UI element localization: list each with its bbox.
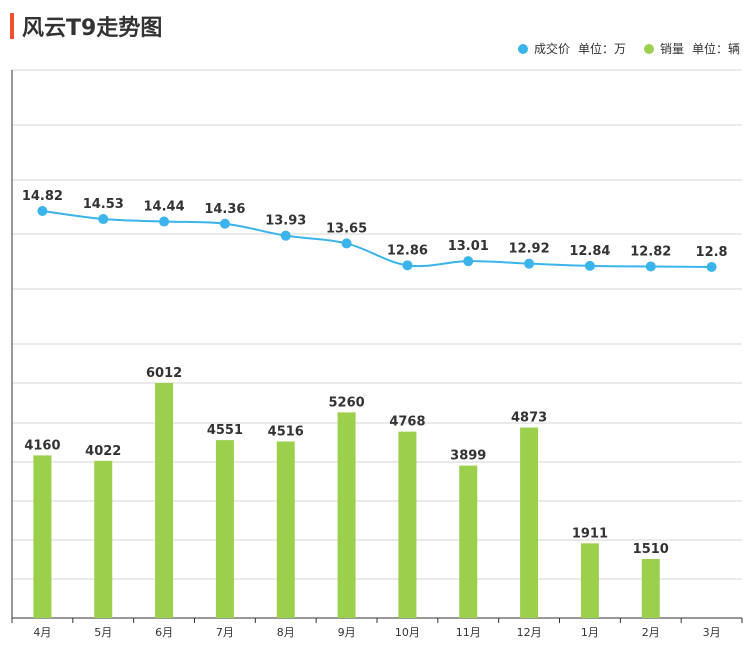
sales-value-label: 4160 <box>24 438 60 453</box>
sales-bar[interactable] <box>215 440 234 618</box>
sales-bar[interactable] <box>337 412 356 618</box>
price-point[interactable] <box>98 214 109 225</box>
x-tick-label: 8月 <box>277 626 295 639</box>
title-accent-bar <box>10 13 14 39</box>
price-value-label: 13.93 <box>265 214 306 229</box>
x-tick-label: 5月 <box>94 626 112 639</box>
x-tick-label: 12月 <box>517 626 542 639</box>
price-value-label: 14.82 <box>22 189 63 204</box>
price-value-label: 14.44 <box>144 200 185 215</box>
sales-bar[interactable] <box>155 383 174 618</box>
sales-bar[interactable] <box>398 431 417 618</box>
sales-value-label: 4516 <box>268 424 304 439</box>
legend-label-sales: 销量 <box>659 42 684 56</box>
sales-bar[interactable] <box>520 427 539 618</box>
x-tick-label: 11月 <box>456 626 481 639</box>
legend-label-price: 成交价 <box>533 42 570 56</box>
legend-item-sales[interactable]: 销量 单位：辆 <box>643 40 740 57</box>
price-value-label: 14.36 <box>204 202 245 217</box>
price-point[interactable] <box>463 256 474 267</box>
price-value-label: 13.01 <box>448 239 489 254</box>
legend: 成交价 单位：万 销量 单位：辆 <box>500 40 740 57</box>
legend-unit-sales: 单位：辆 <box>691 42 740 56</box>
sales-value-label: 4873 <box>511 411 547 426</box>
chart-title: 风云T9走势图 <box>22 16 163 41</box>
sales-value-label: 4768 <box>389 415 425 430</box>
price-point[interactable] <box>524 258 535 269</box>
sales-value-label: 6012 <box>146 366 182 381</box>
sales-value-label: 1510 <box>633 542 669 557</box>
legend-dot-price-icon <box>517 43 528 54</box>
sales-value-label: 3899 <box>450 449 486 464</box>
price-point[interactable] <box>645 261 656 272</box>
price-point[interactable] <box>37 206 48 216</box>
x-tick-label: 4月 <box>33 626 51 639</box>
x-tick-label: 2月 <box>642 626 660 639</box>
price-point[interactable] <box>280 230 291 241</box>
sales-bar[interactable] <box>33 455 52 618</box>
x-tick-label: 9月 <box>338 626 356 639</box>
legend-dot-sales-icon <box>643 43 654 54</box>
price-point[interactable] <box>159 216 170 227</box>
sales-value-label: 4022 <box>85 444 121 459</box>
price-point[interactable] <box>219 218 230 229</box>
sales-bar[interactable] <box>276 441 295 618</box>
price-value-label: 12.8 <box>696 245 728 260</box>
sales-value-label: 4551 <box>207 423 243 438</box>
price-point[interactable] <box>341 238 352 249</box>
price-value-label: 12.82 <box>630 244 671 259</box>
x-tick-label: 3月 <box>703 626 721 639</box>
x-tick-label: 1月 <box>581 626 599 639</box>
price-value-label: 12.86 <box>387 243 428 258</box>
legend-item-price[interactable]: 成交价 单位：万 <box>517 40 626 57</box>
price-point[interactable] <box>584 260 595 271</box>
sales-bar[interactable] <box>580 543 599 618</box>
x-tick-label: 6月 <box>155 626 173 639</box>
price-value-label: 14.53 <box>83 197 124 212</box>
price-point[interactable] <box>402 260 413 271</box>
sales-value-label: 5260 <box>328 395 364 410</box>
x-tick-label: 7月 <box>216 626 234 639</box>
sales-bar[interactable] <box>94 460 113 618</box>
price-value-label: 12.92 <box>509 242 550 257</box>
price-point[interactable] <box>706 262 717 272</box>
sales-bar[interactable] <box>459 465 478 618</box>
sales-value-label: 1911 <box>572 526 608 541</box>
legend-unit-price: 单位：万 <box>577 42 626 56</box>
price-line <box>42 210 712 268</box>
price-value-label: 13.65 <box>326 221 367 236</box>
x-tick-label: 10月 <box>395 626 420 639</box>
price-value-label: 12.84 <box>569 244 610 259</box>
sales-bar[interactable] <box>641 558 660 618</box>
